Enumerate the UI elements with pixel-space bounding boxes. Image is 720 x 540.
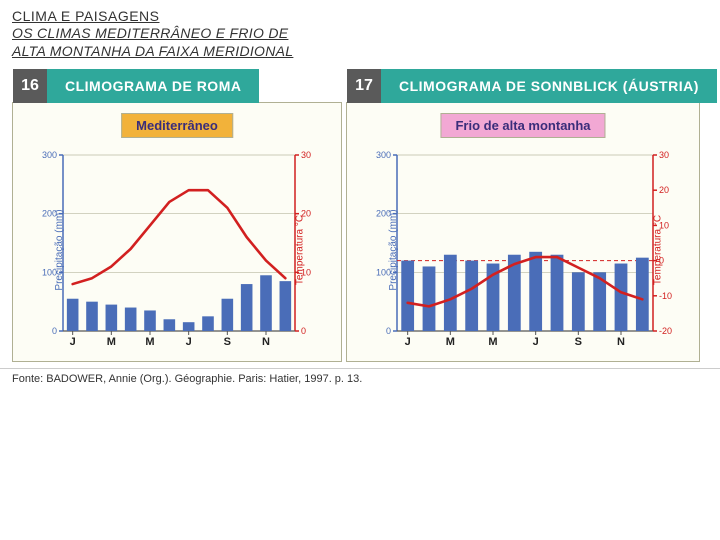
climate-badge: Mediterrâneo [121,113,233,138]
svg-text:300: 300 [376,150,391,160]
page-heading: CLIMA E PAISAGENS OS CLIMAS MEDITERRÂNEO… [0,0,720,62]
svg-text:J: J [186,336,192,348]
chart-area: Precipitação (mm) Temperatura °C 0100200… [21,149,333,351]
heading-line3: ALTA MONTANHA DA FAIXA MERIDIONAL [12,42,708,60]
climograma-svg: 0100200300-20-100102030JMMJSN [355,149,691,351]
precip-axis-label: Precipitação (mm) [388,210,399,291]
panel-number: 16 [13,69,47,103]
svg-text:-20: -20 [659,326,672,336]
panel-number: 17 [347,69,381,103]
panel-header: 16 CLIMOGRAMA DE ROMA [13,69,259,103]
heading-line1: CLIMA E PAISAGENS [12,8,708,24]
climate-badge: Frio de alta montanha [440,113,605,138]
panel-title: CLIMOGRAMA DE SONNBLICK (ÁUSTRIA) [381,69,717,103]
precip-axis-label: Precipitação (mm) [54,210,65,291]
svg-text:M: M [446,336,455,348]
svg-text:M: M [145,336,154,348]
svg-text:30: 30 [659,150,669,160]
source-citation: Fonte: BADOWER, Annie (Org.). Géographie… [0,368,720,389]
temp-axis-label: Temperatura °C [652,215,663,285]
svg-text:M: M [107,336,116,348]
svg-text:20: 20 [659,186,669,196]
svg-text:-10: -10 [659,291,672,301]
svg-text:M: M [488,336,497,348]
svg-text:N: N [617,336,625,348]
panel-header: 17 CLIMOGRAMA DE SONNBLICK (ÁUSTRIA) [347,69,717,103]
svg-text:0: 0 [301,326,306,336]
climograma-svg: 01002003000102030JMMJSN [21,149,333,351]
svg-text:0: 0 [52,326,57,336]
svg-text:J: J [405,336,411,348]
svg-text:S: S [224,336,231,348]
svg-text:S: S [575,336,582,348]
svg-text:N: N [262,336,270,348]
chart-area: Precipitação (mm) Temperatura °C 0100200… [355,149,691,351]
svg-text:0: 0 [386,326,391,336]
svg-text:J: J [70,336,76,348]
figure-row: 16 CLIMOGRAMA DE ROMA Mediterrâneo Preci… [0,62,720,368]
svg-text:J: J [533,336,539,348]
panel-roma: 16 CLIMOGRAMA DE ROMA Mediterrâneo Preci… [12,102,342,362]
temp-axis-label: Temperatura °C [294,215,305,285]
panel-sonnblick: 17 CLIMOGRAMA DE SONNBLICK (ÁUSTRIA) Fri… [346,102,700,362]
svg-text:300: 300 [42,150,57,160]
panel-title: CLIMOGRAMA DE ROMA [47,69,259,103]
heading-line2: OS CLIMAS MEDITERRÂNEO E FRIO DE [12,24,708,42]
svg-text:30: 30 [301,150,311,160]
